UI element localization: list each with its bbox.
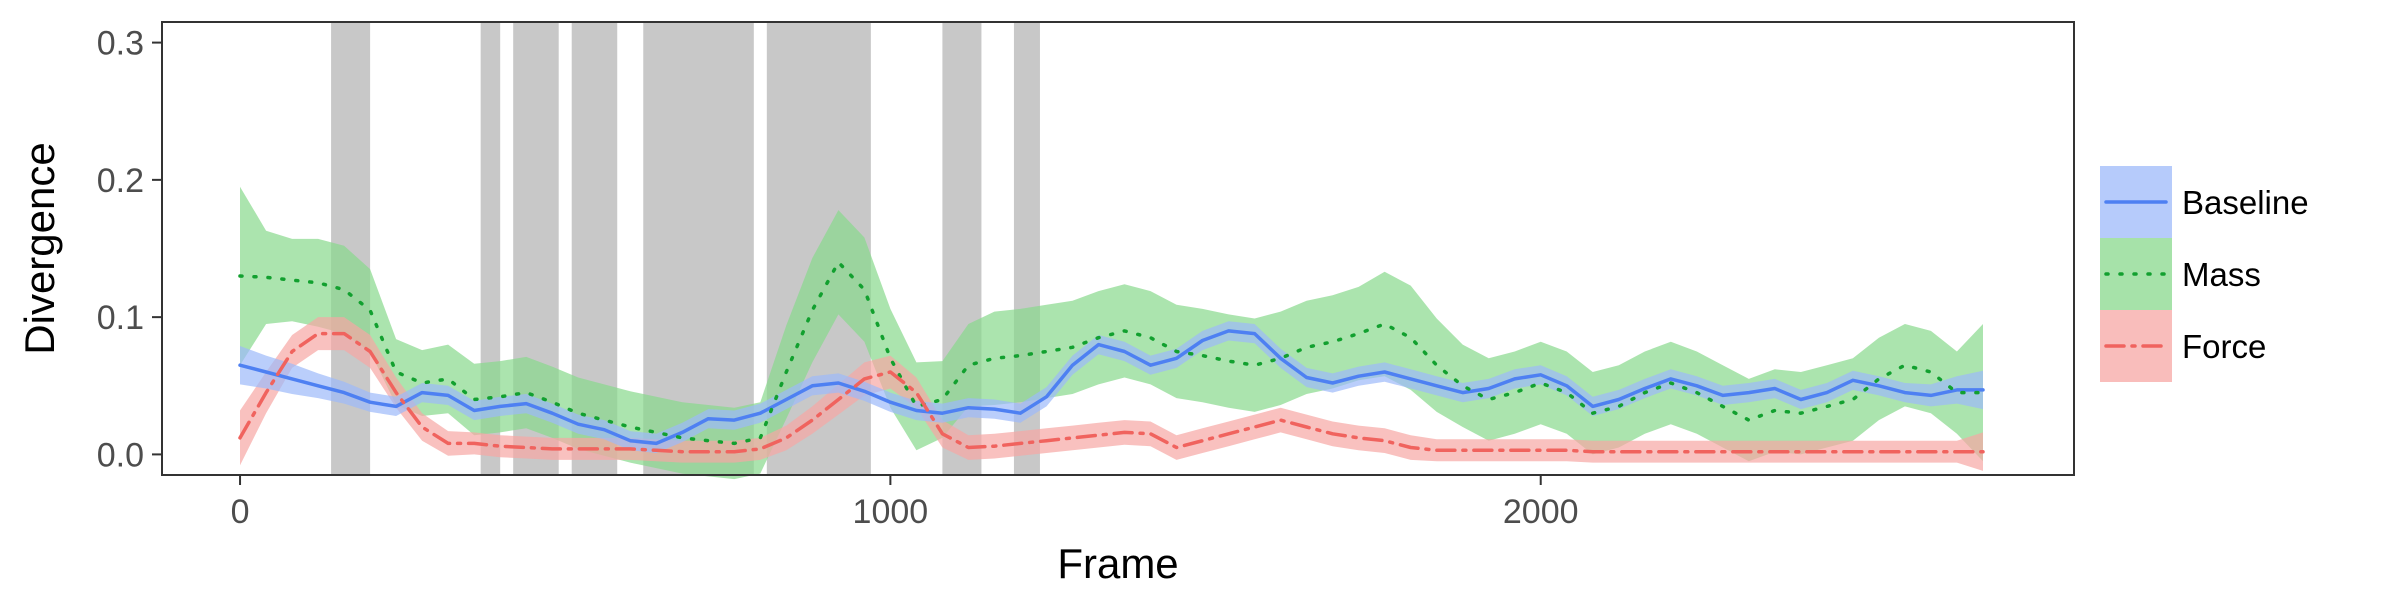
- y-tick-label-0: 0.0: [97, 436, 144, 474]
- legend-label-force: Force: [2182, 328, 2266, 365]
- y-axis-title: Divergence: [16, 142, 63, 354]
- legend-label-mass: Mass: [2182, 256, 2261, 293]
- y-tick-label-2: 0.2: [97, 162, 144, 200]
- force-line: [238, 331, 1985, 454]
- legend-item-baseline: Baseline: [2100, 166, 2309, 238]
- legend: Baseline Mass Force: [2100, 166, 2309, 382]
- x-tick-label-1000: 1000: [853, 493, 929, 531]
- x-axis: 0 1000 2000: [231, 475, 1579, 531]
- y-tick-label-3: 0.3: [97, 25, 144, 63]
- baseline-line: [238, 329, 1985, 446]
- y-tick-label-1: 0.1: [97, 299, 144, 337]
- legend-item-force: Force: [2100, 310, 2266, 382]
- panel-border: [161, 21, 2075, 476]
- force-confidence-band: [240, 317, 1983, 471]
- x-tick-label-2000: 2000: [1503, 493, 1579, 531]
- x-tick-label-0: 0: [231, 493, 250, 531]
- y-axis: 0.0 0.1 0.2 0.3: [97, 25, 162, 474]
- x-axis-title: Frame: [1057, 540, 1178, 587]
- mass-line: [238, 260, 1985, 446]
- legend-item-mass: Mass: [2100, 238, 2261, 310]
- legend-label-baseline: Baseline: [2182, 184, 2309, 221]
- series-lines: [238, 260, 1985, 454]
